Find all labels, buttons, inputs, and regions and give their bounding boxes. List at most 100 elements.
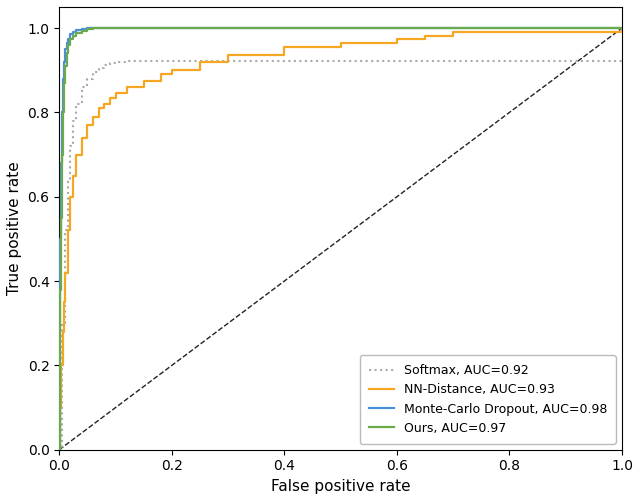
Ours, AUC=0.97 xyxy=(140,25,147,31)
Softmax, AUC=0.92 xyxy=(123,59,131,65)
Monte-Carlo Dropout, AUC=0.98 xyxy=(57,236,65,242)
Softmax, AUC=0.92 xyxy=(72,118,80,124)
Softmax, AUC=0.92 xyxy=(224,58,232,64)
Ours, AUC=0.97 xyxy=(67,42,74,48)
Ours, AUC=0.97 xyxy=(56,447,63,453)
Monte-Carlo Dropout, AUC=0.98 xyxy=(60,76,67,82)
Softmax, AUC=0.92 xyxy=(111,59,119,65)
Ours, AUC=0.97 xyxy=(111,25,119,31)
Ours, AUC=0.97 xyxy=(618,25,626,31)
Ours, AUC=0.97 xyxy=(84,26,92,32)
Softmax, AUC=0.92 xyxy=(168,58,175,64)
Monte-Carlo Dropout, AUC=0.98 xyxy=(58,160,66,166)
Ours, AUC=0.97 xyxy=(60,109,68,115)
Softmax, AUC=0.92 xyxy=(100,65,108,71)
Softmax, AUC=0.92 xyxy=(123,58,131,64)
NN-Distance, AUC=0.93 xyxy=(70,194,77,200)
Monte-Carlo Dropout, AUC=0.98 xyxy=(111,25,119,31)
Ours, AUC=0.97 xyxy=(168,25,175,31)
Softmax, AUC=0.92 xyxy=(562,58,570,64)
Ours, AUC=0.97 xyxy=(111,25,119,31)
Softmax, AUC=0.92 xyxy=(168,58,175,64)
Softmax, AUC=0.92 xyxy=(95,65,102,71)
Softmax, AUC=0.92 xyxy=(106,62,114,68)
Ours, AUC=0.97 xyxy=(64,42,72,48)
Ours, AUC=0.97 xyxy=(72,30,80,36)
NN-Distance, AUC=0.93 xyxy=(89,114,97,120)
Softmax, AUC=0.92 xyxy=(140,58,147,64)
Monte-Carlo Dropout, AUC=0.98 xyxy=(60,59,68,65)
Monte-Carlo Dropout, AUC=0.98 xyxy=(168,25,175,31)
Softmax, AUC=0.92 xyxy=(70,143,77,149)
Monte-Carlo Dropout, AUC=0.98 xyxy=(56,341,63,347)
Monte-Carlo Dropout, AUC=0.98 xyxy=(618,25,626,31)
NN-Distance, AUC=0.93 xyxy=(56,405,64,411)
Ours, AUC=0.97 xyxy=(60,151,67,157)
Monte-Carlo Dropout, AUC=0.98 xyxy=(60,109,67,115)
Softmax, AUC=0.92 xyxy=(72,101,80,107)
Softmax, AUC=0.92 xyxy=(111,61,119,67)
Softmax, AUC=0.92 xyxy=(449,58,457,64)
Softmax, AUC=0.92 xyxy=(393,58,401,64)
Softmax, AUC=0.92 xyxy=(56,447,63,453)
Softmax, AUC=0.92 xyxy=(61,320,68,326)
Softmax, AUC=0.92 xyxy=(89,76,97,82)
Softmax, AUC=0.92 xyxy=(84,76,92,82)
Softmax, AUC=0.92 xyxy=(95,69,102,75)
Ours, AUC=0.97 xyxy=(70,33,77,39)
Softmax, AUC=0.92 xyxy=(337,58,344,64)
Monte-Carlo Dropout, AUC=0.98 xyxy=(111,25,119,31)
Ours, AUC=0.97 xyxy=(56,371,64,377)
Softmax, AUC=0.92 xyxy=(106,61,114,67)
Ours, AUC=0.97 xyxy=(60,109,67,115)
Monte-Carlo Dropout, AUC=0.98 xyxy=(64,40,72,46)
Monte-Carlo Dropout, AUC=0.98 xyxy=(58,109,66,115)
Legend: Softmax, AUC=0.92, NN-Distance, AUC=0.93, Monte-Carlo Dropout, AUC=0.98, Ours, A: Softmax, AUC=0.92, NN-Distance, AUC=0.93… xyxy=(360,355,616,443)
Monte-Carlo Dropout, AUC=0.98 xyxy=(67,32,74,38)
Ours, AUC=0.97 xyxy=(78,30,86,36)
Ours, AUC=0.97 xyxy=(78,28,86,34)
Ours, AUC=0.97 xyxy=(95,25,102,31)
Monte-Carlo Dropout, AUC=0.98 xyxy=(84,26,92,32)
Ours, AUC=0.97 xyxy=(70,37,77,43)
NN-Distance, AUC=0.93 xyxy=(157,72,164,78)
Ours, AUC=0.97 xyxy=(89,26,97,32)
Ours, AUC=0.97 xyxy=(57,215,65,221)
NN-Distance, AUC=0.93 xyxy=(56,447,63,453)
Softmax, AUC=0.92 xyxy=(78,101,86,107)
Ours, AUC=0.97 xyxy=(84,28,92,34)
Softmax, AUC=0.92 xyxy=(224,58,232,64)
Softmax, AUC=0.92 xyxy=(67,177,74,183)
Monte-Carlo Dropout, AUC=0.98 xyxy=(95,25,102,31)
Monte-Carlo Dropout, AUC=0.98 xyxy=(56,236,64,242)
Ours, AUC=0.97 xyxy=(63,63,70,69)
Softmax, AUC=0.92 xyxy=(337,58,344,64)
Softmax, AUC=0.92 xyxy=(562,58,570,64)
Monte-Carlo Dropout, AUC=0.98 xyxy=(72,27,80,33)
Line: Ours, AUC=0.97: Ours, AUC=0.97 xyxy=(60,28,622,450)
Ours, AUC=0.97 xyxy=(64,50,72,56)
Softmax, AUC=0.92 xyxy=(61,227,68,233)
Monte-Carlo Dropout, AUC=0.98 xyxy=(56,447,63,453)
Ours, AUC=0.97 xyxy=(60,80,68,86)
Line: Softmax, AUC=0.92: Softmax, AUC=0.92 xyxy=(60,61,622,450)
Softmax, AUC=0.92 xyxy=(140,58,147,64)
Softmax, AUC=0.92 xyxy=(64,227,72,233)
Softmax, AUC=0.92 xyxy=(618,58,626,64)
Monte-Carlo Dropout, AUC=0.98 xyxy=(56,341,64,347)
Softmax, AUC=0.92 xyxy=(618,58,626,64)
Monte-Carlo Dropout, AUC=0.98 xyxy=(63,46,70,52)
Softmax, AUC=0.92 xyxy=(58,320,66,326)
Ours, AUC=0.97 xyxy=(58,215,66,221)
Ours, AUC=0.97 xyxy=(61,63,69,69)
NN-Distance, AUC=0.93 xyxy=(168,72,175,78)
Ours, AUC=0.97 xyxy=(56,447,63,453)
Ours, AUC=0.97 xyxy=(57,287,65,293)
Monte-Carlo Dropout, AUC=0.98 xyxy=(84,26,92,32)
Softmax, AUC=0.92 xyxy=(280,58,288,64)
X-axis label: False positive rate: False positive rate xyxy=(271,479,410,494)
Softmax, AUC=0.92 xyxy=(70,118,77,124)
Softmax, AUC=0.92 xyxy=(506,58,513,64)
Monte-Carlo Dropout, AUC=0.98 xyxy=(57,160,65,166)
Softmax, AUC=0.92 xyxy=(64,177,72,183)
